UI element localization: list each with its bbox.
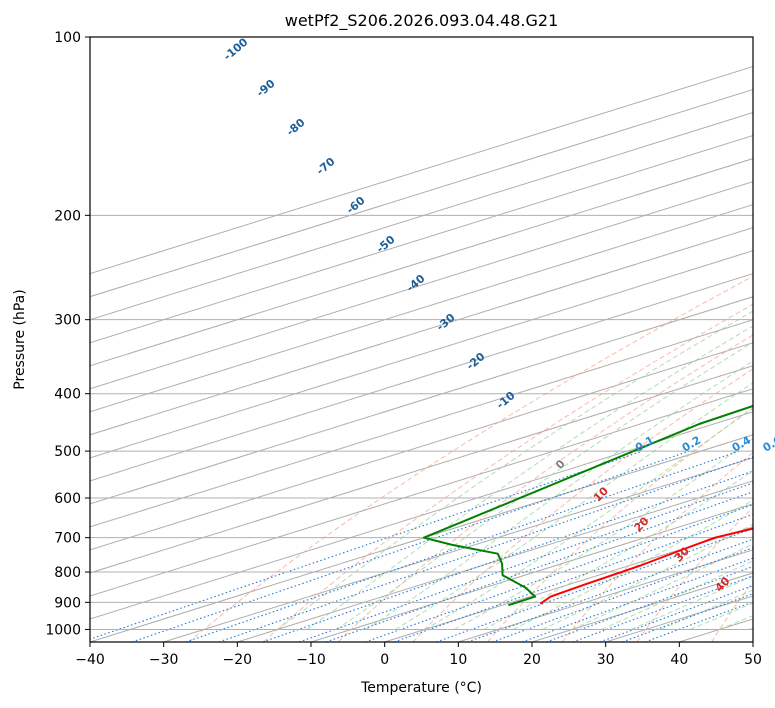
mixing-ratio-line <box>185 450 740 642</box>
chart-title: wetPf2_S206.2026.093.04.48.G21 <box>285 11 559 31</box>
x-tick-label: 0 <box>380 652 389 668</box>
isotherm-line <box>90 88 753 298</box>
dry-adiabat-line <box>337 334 753 642</box>
x-tick-label: 40 <box>670 652 688 668</box>
dry-adiabat-line <box>711 581 753 642</box>
mixing-ratio-line <box>572 575 753 642</box>
y-tick-label: 500 <box>54 444 81 460</box>
moist-adiabat-line <box>306 325 753 630</box>
mixing-ratio-line <box>521 557 753 642</box>
y-tick-label: 200 <box>54 208 81 224</box>
moist-adiabat-line <box>512 499 753 630</box>
plot-frame <box>89 36 754 643</box>
isotherm-line <box>90 342 753 551</box>
profile-series <box>422 404 753 607</box>
x-axis-ticks: −40 −30 −20 −10 0 10 20 30 40 50 <box>75 642 762 668</box>
isotherm-line <box>90 296 753 505</box>
x-tick-label: −30 <box>149 652 179 668</box>
moist-adiabat-line <box>542 523 753 630</box>
isotherm-line <box>90 319 753 528</box>
isotherm-line <box>90 112 753 321</box>
plot-area <box>90 37 753 642</box>
isotherm-line <box>310 503 753 642</box>
mixing-ratio-line <box>492 547 753 642</box>
moist-adiabat-line <box>630 575 753 630</box>
isotherm-line <box>90 411 753 620</box>
x-axis-label: Temperature (°C) <box>360 680 482 696</box>
isotherm-line <box>90 181 753 390</box>
x-tick-label: −40 <box>75 652 105 668</box>
temperature-profile-line <box>539 527 753 605</box>
isotherm-line <box>237 480 753 642</box>
pressure-grid <box>90 37 753 630</box>
isotherm-line <box>90 273 753 482</box>
x-tick-label: 10 <box>449 652 467 668</box>
x-tick-label: 50 <box>744 652 762 668</box>
mixing-ratio-line <box>325 491 753 642</box>
y-tick-label: 600 <box>54 491 81 507</box>
isotherm-line <box>90 158 753 367</box>
y-tick-label: 300 <box>54 313 81 329</box>
isotherm-line <box>163 457 753 642</box>
mixing-ratio-line <box>90 450 643 640</box>
isotherm-line <box>90 250 753 459</box>
isotherm-line <box>90 65 753 275</box>
dry-adiabat-line <box>188 275 753 642</box>
x-tick-label: 20 <box>523 652 541 668</box>
y-tick-label: 400 <box>54 387 81 403</box>
x-tick-label: −20 <box>223 652 253 668</box>
dry-adiabat-line <box>412 368 753 642</box>
isotherm-line <box>90 434 753 642</box>
isotherm-line <box>90 227 753 436</box>
y-axis-ticks: 100 200 300 400 500 600 700 800 900 1000 <box>45 30 90 638</box>
y-tick-label: 800 <box>54 565 81 581</box>
x-tick-label: 30 <box>597 652 615 668</box>
mixing-ratio-line <box>394 513 753 642</box>
mixing-ratio-line <box>262 470 753 642</box>
isotherm-line <box>90 135 753 344</box>
y-tick-label: 100 <box>54 30 81 46</box>
x-tick-label: −10 <box>296 652 326 668</box>
isotherm-line <box>90 388 753 597</box>
mixing-ratio-lines <box>90 450 753 642</box>
isotherm-line <box>90 204 753 413</box>
moist-adiabat-line <box>601 560 753 630</box>
y-tick-label: 1000 <box>45 622 81 638</box>
dry-adiabat-line <box>263 303 753 642</box>
isotherm-line <box>90 365 753 574</box>
y-tick-label: 900 <box>54 595 81 611</box>
y-tick-label: 700 <box>54 531 81 547</box>
mixing-ratio-line <box>131 450 690 642</box>
mixing-ratio-line <box>546 565 753 642</box>
y-axis-label: Pressure (hPa) <box>12 289 28 389</box>
dewpoint-profile-line <box>422 404 753 607</box>
mixing-ratio-line <box>467 538 753 642</box>
